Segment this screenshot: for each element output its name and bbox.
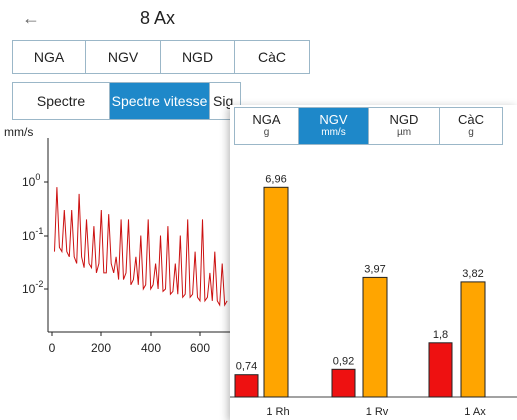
tab-label: NGD <box>389 112 419 127</box>
bar <box>263 186 289 398</box>
category-label: 1 Rv <box>366 406 389 418</box>
view-tabs: Spectre Spectre vitesse Sig <box>12 82 241 120</box>
bar <box>234 374 259 398</box>
tab-cac[interactable]: CàC <box>235 41 309 73</box>
x-tick-label: 0 <box>49 341 56 355</box>
tab-spectre-vitesse[interactable]: Spectre vitesse <box>110 83 210 119</box>
tab-nga-g[interactable]: NGA g <box>235 108 299 144</box>
category-label: 1 Ax <box>464 406 486 418</box>
tab-unit: µm <box>396 127 412 138</box>
x-tick-label: 400 <box>141 341 161 355</box>
bar-value-label: 1,8 <box>433 329 448 341</box>
tab-ngv-mms[interactable]: NGV mm/s <box>299 108 369 144</box>
bar <box>460 281 486 398</box>
y-tick-label: 10-1 <box>22 226 43 243</box>
bar-value-label: 0,74 <box>236 361 257 373</box>
spectrum-series <box>54 187 228 307</box>
y-tick-labels: 100 10-1 10-2 <box>22 172 43 296</box>
category-label: 1 Rh <box>266 406 289 418</box>
overall-level-panel: NGA g NGV mm/s NGD µm CàC g 0,74 0,92 1,8 6… <box>230 105 517 420</box>
tab-label: CàC <box>457 112 484 127</box>
x-tick-labels: 0 200 400 600 <box>49 341 211 355</box>
y-tick-label: 10-2 <box>22 279 43 296</box>
tab-ngd-um[interactable]: NGD µm <box>369 108 440 144</box>
tab-label: NGA <box>252 112 281 127</box>
x-ticks <box>51 332 201 336</box>
y-axis-unit: mm/s <box>4 125 33 139</box>
bar-series: 0,74 0,92 1,8 6,96 3,97 3,82 <box>234 173 486 398</box>
overall-bar-chart: 0,74 0,92 1,8 6,96 3,97 3,82 1 Rh 1 Rv 1 Ax <box>230 173 517 418</box>
bar <box>362 276 388 398</box>
spectrum-chart: mm/s 100 10-1 10-2 0 200 400 600 <box>4 125 240 355</box>
tab-signal[interactable]: Sig <box>210 83 240 119</box>
tab-spectre[interactable]: Spectre <box>13 83 110 119</box>
bar <box>428 342 453 398</box>
x-tick-label: 600 <box>190 341 210 355</box>
x-tick-label: 200 <box>91 341 111 355</box>
tab-unit: g <box>263 127 270 138</box>
bar <box>331 368 356 398</box>
measure-tabs: NGA NGV NGD CàC <box>12 40 310 74</box>
y-ticks <box>44 181 48 290</box>
tab-nga[interactable]: NGA <box>13 41 86 73</box>
tab-unit: mm/s <box>321 127 346 138</box>
y-tick-label: 100 <box>22 172 40 189</box>
tab-ngd[interactable]: NGD <box>161 41 235 73</box>
spectrum-screen: ← 8 Ax NGA NGV NGD CàC Spectre Spectre v… <box>0 0 310 365</box>
spectrum-line <box>54 187 228 307</box>
bar-value-label: 3,82 <box>462 268 483 280</box>
overall-tabs: NGA g NGV mm/s NGD µm CàC g <box>234 107 503 145</box>
tab-cac-g[interactable]: CàC g <box>440 108 502 144</box>
tab-ngv[interactable]: NGV <box>86 41 161 73</box>
bar-value-label: 0,92 <box>333 355 354 367</box>
arrow-left-icon[interactable]: ← <box>22 8 40 28</box>
bar-value-label: 6,96 <box>265 173 286 185</box>
bar-value-label: 3,97 <box>364 263 385 275</box>
tab-unit: g <box>468 127 474 138</box>
top-bar: ← 8 Ax <box>0 0 240 38</box>
page-title: 8 Ax <box>140 8 176 28</box>
tab-label: NGV <box>319 112 348 127</box>
